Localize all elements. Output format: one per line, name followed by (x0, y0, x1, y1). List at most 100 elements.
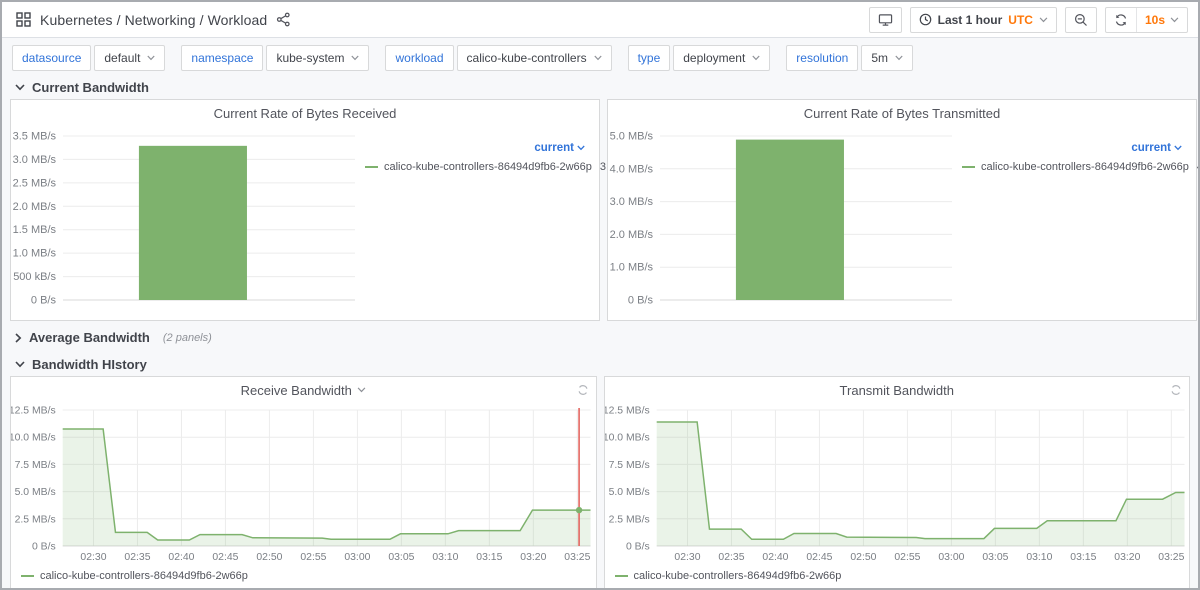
dashboard-title[interactable]: Kubernetes / Networking / Workload (40, 12, 267, 28)
time-range-picker[interactable]: Last 1 hour UTC (910, 7, 1057, 33)
current-bandwidth-panels: Current Rate of Bytes Received 0 B/s500 … (2, 99, 1198, 321)
transmit-history-chart[interactable]: 02:3002:3502:4002:4502:5002:5503:0003:05… (605, 403, 1190, 567)
kiosk-mode-button[interactable] (869, 7, 902, 33)
svg-text:03:05: 03:05 (388, 552, 414, 563)
panel-receive-bandwidth: Receive Bandwidth 02:3002:3502:4002:4502… (10, 376, 597, 589)
series-color-dash (365, 166, 378, 168)
chevron-down-icon (1170, 17, 1179, 23)
received-bar-chart[interactable]: 0 B/s500 kB/s1.0 MB/s1.5 MB/s2.0 MB/s2.5… (11, 126, 361, 312)
share-icon[interactable] (276, 12, 291, 27)
variable-namespace: namespace kube-system (181, 45, 369, 71)
row-current-bandwidth[interactable]: Current Bandwidth (2, 77, 1198, 99)
svg-text:03:10: 03:10 (1026, 552, 1052, 563)
dashboard-grid-icon[interactable] (16, 12, 31, 27)
chevron-down-icon (357, 387, 366, 393)
svg-text:10.0 MB/s: 10.0 MB/s (11, 433, 56, 444)
variable-label: workload (385, 45, 453, 71)
bandwidth-history-panels: Receive Bandwidth 02:30 02:35 02:40 02:45 02… (2, 376, 1198, 589)
series-name[interactable]: calico-kube-controllers-86494d9fb6-2w66p (384, 161, 592, 173)
svg-text:02:35: 02:35 (124, 552, 150, 563)
row-title: Bandwidth HIstory (32, 357, 147, 372)
svg-text:02:50: 02:50 (850, 552, 876, 563)
panel-bytes-received: Current Rate of Bytes Received 0 B/s500 … (10, 99, 600, 321)
chevron-down-icon (752, 55, 760, 61)
refresh-interval-label: 10s (1145, 13, 1165, 27)
svg-text:5.0 MB/s: 5.0 MB/s (608, 487, 649, 498)
received-legend: current calico-kube-controllers-86494d9f… (361, 126, 599, 316)
transmit-history-legend: calico-kube-controllers-86494d9fb6-2w66p (605, 567, 1190, 582)
legend-sort-current[interactable]: current (365, 142, 585, 154)
svg-text:02:45: 02:45 (806, 552, 832, 563)
row-title: Average Bandwidth (29, 330, 150, 345)
row-panel-count: (2 panels) (163, 332, 212, 344)
panel-title[interactable]: Current Rate of Bytes Received (11, 100, 599, 126)
svg-text:12.5 MB/s: 12.5 MB/s (11, 405, 56, 416)
panel-title[interactable]: Transmit Bandwidth (605, 377, 1190, 403)
refresh-interval-dropdown[interactable]: 10s (1136, 8, 1187, 32)
svg-text:03:20: 03:20 (1114, 552, 1140, 563)
top-navbar: Kubernetes / Networking / Workload Last … (2, 2, 1198, 38)
svg-text:2.0 MB/s: 2.0 MB/s (610, 229, 654, 241)
legend-sort-current[interactable]: current (962, 142, 1182, 154)
svg-text:10.0 MB/s: 10.0 MB/s (605, 433, 650, 444)
variable-value-dropdown[interactable]: 5m (861, 45, 913, 71)
svg-text:2.5 MB/s: 2.5 MB/s (15, 514, 56, 525)
svg-text:02:30: 02:30 (80, 552, 106, 563)
chevron-down-icon (1039, 17, 1048, 23)
svg-text:0 B/s: 0 B/s (625, 541, 649, 552)
svg-text:2.5 MB/s: 2.5 MB/s (608, 514, 649, 525)
series-color-dash (962, 166, 975, 168)
panel-bytes-transmitted: Current Rate of Bytes Transmitted 0 B/s1… (607, 99, 1197, 321)
svg-text:02:55: 02:55 (300, 552, 326, 563)
svg-text:1.0 MB/s: 1.0 MB/s (13, 248, 57, 260)
svg-text:02:50: 02:50 (256, 552, 282, 563)
transmitted-legend: current calico-kube-controllers-86494d9f… (958, 126, 1196, 316)
series-name[interactable]: calico-kube-controllers-86494d9fb6-2w66p (40, 570, 248, 582)
refresh-group: 10s (1105, 7, 1188, 33)
chevron-right-icon (15, 333, 22, 343)
svg-text:12.5 MB/s: 12.5 MB/s (605, 405, 650, 416)
panel-title[interactable]: Receive Bandwidth (11, 377, 596, 403)
variable-label: type (628, 45, 671, 71)
svg-text:03:15: 03:15 (476, 552, 502, 563)
variable-value-dropdown[interactable]: deployment (673, 45, 770, 71)
variable-value-dropdown[interactable]: kube-system (266, 45, 369, 71)
panel-loading-icon (1170, 383, 1182, 401)
svg-text:5.0 MB/s: 5.0 MB/s (15, 487, 56, 498)
variable-value-dropdown[interactable]: calico-kube-controllers (457, 45, 612, 71)
zoom-out-button[interactable] (1065, 7, 1097, 33)
variable-value-dropdown[interactable]: default (94, 45, 165, 71)
legend-series-row: calico-kube-controllers-86494d9fb6-2w66p… (365, 161, 585, 173)
svg-text:02:55: 02:55 (894, 552, 920, 563)
series-name[interactable]: calico-kube-controllers-86494d9fb6-2w66p (981, 161, 1189, 173)
svg-text:02:40: 02:40 (762, 552, 788, 563)
series-name[interactable]: calico-kube-controllers-86494d9fb6-2w66p (634, 570, 842, 582)
svg-text:500 kB/s: 500 kB/s (13, 271, 56, 283)
row-average-bandwidth[interactable]: Average Bandwidth (2 panels) (2, 321, 1198, 349)
chevron-down-icon (147, 55, 155, 61)
svg-text:03:15: 03:15 (1070, 552, 1096, 563)
svg-text:03:10: 03:10 (432, 552, 458, 563)
svg-text:03:25: 03:25 (564, 552, 590, 563)
refresh-button[interactable] (1106, 8, 1136, 32)
svg-text:7.5 MB/s: 7.5 MB/s (15, 460, 56, 471)
chevron-down-icon (1174, 145, 1182, 151)
row-bandwidth-history[interactable]: Bandwidth HIstory (2, 349, 1198, 376)
svg-text:5.0 MB/s: 5.0 MB/s (610, 131, 654, 143)
panel-title[interactable]: Current Rate of Bytes Transmitted (608, 100, 1196, 126)
chevron-down-icon (895, 55, 903, 61)
receive-history-chart[interactable]: 02:3002:3502:4002:4502:5002:5503:0003:05… (11, 403, 596, 567)
variable-label: namespace (181, 45, 263, 71)
svg-text:1.5 MB/s: 1.5 MB/s (13, 224, 57, 236)
chevron-down-icon (577, 145, 585, 151)
transmitted-bar-chart[interactable]: 0 B/s1.0 MB/s2.0 MB/s3.0 MB/s4.0 MB/s5.0… (608, 126, 958, 312)
svg-text:03:00: 03:00 (344, 552, 370, 563)
svg-text:03:20: 03:20 (520, 552, 546, 563)
variable-workload: workload calico-kube-controllers (385, 45, 611, 71)
timezone-label: UTC (1008, 13, 1033, 27)
svg-text:03:00: 03:00 (938, 552, 964, 563)
variable-type: type deployment (628, 45, 771, 71)
svg-text:1.0 MB/s: 1.0 MB/s (610, 262, 654, 274)
series-color-dash (21, 575, 34, 577)
clock-icon (919, 13, 932, 26)
